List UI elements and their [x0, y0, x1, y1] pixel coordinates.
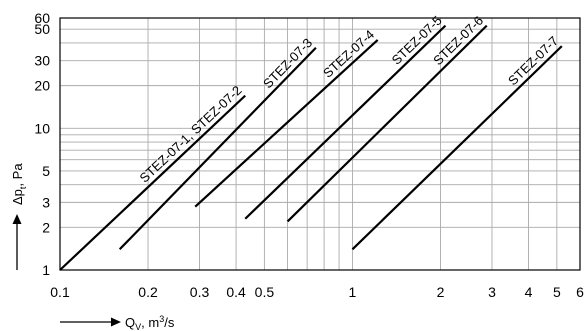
x-tick-label: 1: [349, 284, 357, 300]
plot-frame: [59, 17, 581, 271]
x-tick-label: 0.5: [255, 284, 275, 300]
y-tick-label: 30: [34, 53, 50, 69]
y-tick-label: 3: [42, 194, 50, 210]
y-tick-label: 20: [34, 78, 50, 94]
x-tick-label: 0.3: [190, 284, 210, 300]
series-label: STEZ-07-4: [320, 27, 377, 81]
y-axis-arrow-icon: [12, 214, 22, 224]
series-line: [118, 46, 317, 251]
x-tick-label: 0.1: [50, 284, 70, 300]
y-tick-label: 1: [42, 262, 50, 278]
series-line: [286, 24, 488, 223]
x-tick-labels: 0.1 0.2 0.3 0.4 0.5 1 2 3 4 5 6: [50, 284, 584, 300]
y-axis-label: Δpt, Pa: [10, 163, 28, 205]
y-tick-label: 5: [42, 163, 50, 179]
y-tick-label: 60: [34, 10, 50, 26]
x-tick-label: 4: [525, 284, 533, 300]
series-lines: [59, 24, 563, 271]
y-axis-title: Δpt, Pa: [10, 163, 28, 270]
series-line: [59, 94, 247, 271]
series-label: STEZ-07-1, STEZ-07-2: [136, 83, 244, 186]
x-tick-label: 6: [576, 284, 584, 300]
x-tick-label: 3: [488, 284, 496, 300]
series-line: [244, 24, 447, 220]
y-tick-label: 2: [42, 219, 50, 235]
y-tick-label: 10: [34, 120, 50, 136]
x-axis-arrow-icon: [111, 317, 121, 327]
x-tick-label: 5: [553, 284, 561, 300]
x-tick-label: 2: [437, 284, 445, 300]
x-tick-label: 0.4: [226, 284, 246, 300]
x-tick-label: 0.2: [138, 284, 158, 300]
series-line: [194, 39, 379, 208]
grid: [60, 18, 580, 270]
x-axis-label: QV, m3/s: [125, 314, 175, 331]
series-line: [351, 45, 563, 251]
y-tick-label: 50: [34, 21, 50, 37]
x-axis-title: QV, m3/s: [60, 314, 175, 331]
